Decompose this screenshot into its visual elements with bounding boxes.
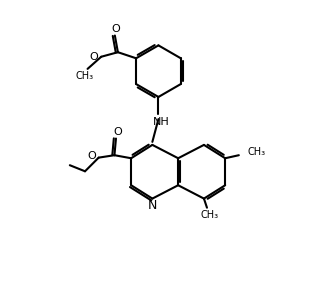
Text: NH: NH: [152, 117, 169, 127]
Text: CH₃: CH₃: [75, 71, 93, 81]
Text: O: O: [88, 151, 96, 161]
Text: O: O: [112, 24, 120, 34]
Text: CH₃: CH₃: [201, 210, 219, 220]
Text: O: O: [90, 52, 99, 62]
Text: N: N: [148, 199, 157, 212]
Text: O: O: [113, 127, 122, 137]
Text: CH₃: CH₃: [248, 147, 266, 157]
